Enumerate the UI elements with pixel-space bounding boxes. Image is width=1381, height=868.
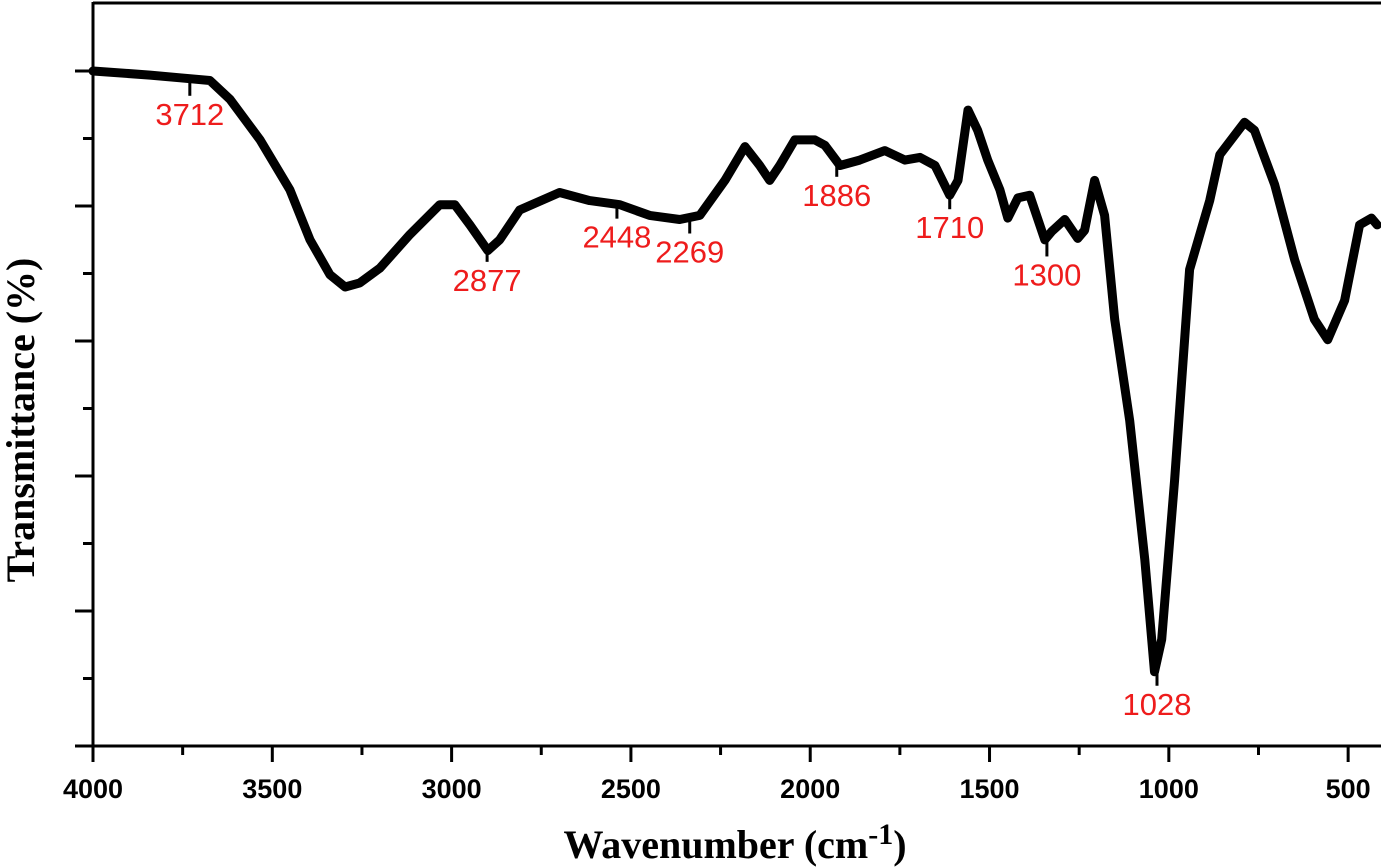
peak-label: 1710	[915, 210, 984, 245]
spectrum-line	[88, 66, 1381, 677]
x-tick-label: 4000	[63, 774, 123, 804]
x-tick-label: 3500	[242, 774, 302, 804]
peak-label: 1028	[1123, 687, 1192, 722]
peak-label: 1300	[1012, 257, 1081, 292]
y-axis-title: Transmittance (%)	[0, 258, 43, 583]
x-tick-label: 1000	[1139, 774, 1199, 804]
peak-label: 3712	[155, 97, 224, 132]
peak-label: 1886	[802, 178, 871, 213]
x-axis-title-sup: -1	[868, 818, 893, 851]
peak-label: 2269	[655, 235, 724, 270]
x-tick-label: 2500	[601, 774, 661, 804]
peak-label: 2877	[453, 263, 522, 298]
x-tick-label: 1500	[959, 774, 1019, 804]
x-axis-title-end: )	[893, 822, 906, 867]
x-tick-label: 2000	[780, 774, 840, 804]
x-tick-label: 3000	[422, 774, 482, 804]
peak-label: 2448	[582, 220, 651, 255]
x-tick-label: 500	[1326, 774, 1371, 804]
x-axis-title-main: Wavenumber (cm	[563, 822, 868, 867]
x-axis-title: Wavenumber (cm-1)	[563, 818, 906, 867]
